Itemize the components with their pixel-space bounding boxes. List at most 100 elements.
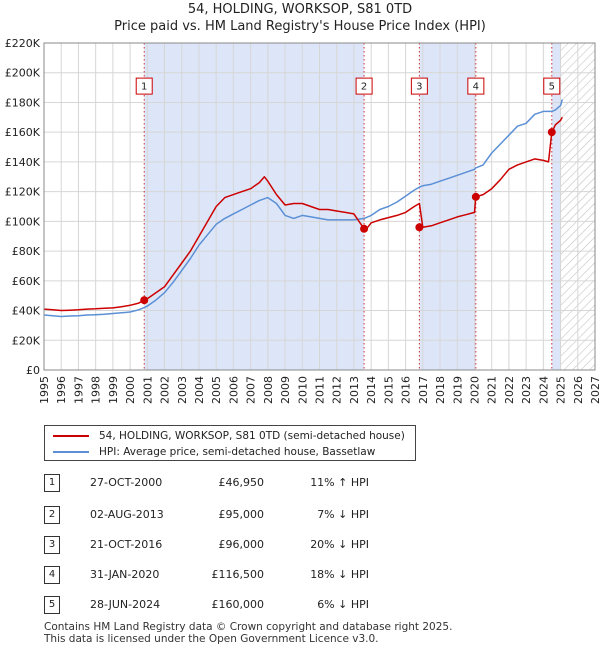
x-tick-label: 2025: [555, 376, 568, 404]
sale-number: 3: [44, 536, 60, 554]
x-tick-label: 2004: [193, 376, 206, 404]
sale-hpi-diff: 18% ↓ HPI: [310, 568, 369, 581]
x-tick-label: 2014: [365, 376, 378, 404]
footer-attribution: Contains HM Land Registry data © Crown c…: [44, 621, 452, 645]
sale-row: 1 27-OCT-2000 £46,950 11% ↑ HPI: [44, 474, 564, 494]
x-tick-label: 2011: [314, 376, 327, 404]
price-chart: 1 2 3 4 5 £0 £20K £40K £60K £80K £100K £120K £140K £1…: [5, 37, 600, 404]
x-tick-label: 2027: [589, 376, 600, 404]
y-tick-label: £60K: [12, 275, 41, 288]
chart-subtitle: Price paid vs. HM Land Registry's House …: [114, 19, 486, 34]
legend-swatch-blue: [53, 451, 89, 453]
sale-hpi-diff: 11% ↑ HPI: [310, 476, 369, 489]
x-tick-label: 1998: [90, 376, 103, 404]
sale-label-box: [410, 77, 428, 95]
x-tick-label: 2005: [210, 376, 223, 404]
y-tick-label: £100K: [5, 215, 41, 228]
x-tick-label: 2000: [124, 376, 137, 404]
sale-date: 02-AUG-2013: [90, 508, 164, 521]
legend-label-property: 54, HOLDING, WORKSOP, S81 0TD (semi-deta…: [99, 430, 405, 442]
legend-item-property: 54, HOLDING, WORKSOP, S81 0TD (semi-deta…: [53, 430, 405, 442]
sale-row: 3 21-OCT-2016 £96,000 20% ↓ HPI: [44, 536, 564, 556]
price-series-line: [44, 116, 563, 312]
x-tick-label: 2015: [382, 376, 395, 404]
sale-number: 1: [44, 474, 60, 492]
ownership-shade: [551, 43, 561, 370]
y-tick-label: £160K: [5, 126, 41, 139]
sale-point: [360, 224, 369, 233]
x-tick-label: 2016: [400, 376, 413, 404]
sale-label-box: [467, 77, 485, 95]
footer-line-2: This data is licensed under the Open Gov…: [44, 633, 379, 645]
sale-price: £96,000: [218, 538, 265, 551]
sale-label-number: 1: [141, 82, 147, 93]
sale-label-number: 5: [549, 82, 555, 93]
sale-hpi-diff: 7% ↓ HPI: [317, 508, 369, 521]
x-tick-label: 2020: [468, 376, 481, 404]
footer-line-1: Contains HM Land Registry data © Crown c…: [44, 621, 453, 633]
hpi-series-line: [44, 99, 564, 318]
sale-label-number: 2: [361, 82, 367, 93]
x-tick-label: 2008: [262, 376, 275, 404]
sale-label-box: [543, 77, 561, 95]
sale-date: 28-JUN-2024: [90, 598, 161, 611]
x-tick-label: 2001: [141, 376, 154, 404]
y-tick-label: £140K: [5, 156, 41, 169]
x-tick-label: 2018: [434, 376, 447, 404]
y-tick-label: £40K: [12, 305, 41, 318]
legend-swatch-red: [53, 435, 89, 437]
x-tick-label: 2006: [227, 376, 240, 404]
ownership-shade: [419, 43, 476, 370]
sale-hpi-diff: 20% ↓ HPI: [310, 538, 369, 551]
x-tick-label: 2019: [451, 376, 464, 404]
x-tick-label: 2007: [245, 376, 258, 404]
sale-price: £116,500: [211, 568, 265, 581]
x-tick-label: 2013: [348, 376, 361, 404]
chart-title: 54, HOLDING, WORKSOP, S81 0TD: [187, 2, 413, 17]
x-tick-label: 2022: [503, 376, 516, 404]
chart-legend: 54, HOLDING, WORKSOP, S81 0TD (semi-deta…: [44, 425, 416, 461]
sale-row: 2 02-AUG-2013 £95,000 7% ↓ HPI: [44, 506, 564, 526]
sale-number: 5: [44, 596, 60, 614]
x-tick-label: 2009: [279, 376, 292, 404]
x-tick-label: 2017: [417, 376, 430, 404]
y-tick-label: £220K: [5, 37, 41, 50]
sale-number: 4: [44, 566, 60, 584]
sale-date: 31-JAN-2020: [90, 568, 160, 581]
sale-number: 2: [44, 506, 60, 524]
legend-label-hpi: HPI: Average price, semi-detached house,…: [99, 446, 376, 458]
sale-point: [471, 192, 480, 201]
sale-price: £95,000: [218, 508, 265, 521]
x-tick-label: 2002: [159, 376, 172, 404]
x-tick-label: 1996: [55, 376, 68, 404]
sale-row: 4 31-JAN-2020 £116,500 18% ↓ HPI: [44, 566, 564, 586]
sale-point: [140, 296, 149, 305]
x-tick-label: 2012: [331, 376, 344, 404]
x-tick-label: 1997: [72, 376, 85, 404]
x-tick-label: 2026: [572, 376, 585, 404]
x-tick-label: 2021: [486, 376, 499, 404]
sale-date: 21-OCT-2016: [90, 538, 163, 551]
sale-point: [415, 223, 424, 232]
plot-frame: [43, 42, 596, 371]
y-tick-label: £180K: [5, 96, 41, 109]
x-tick-label: 1999: [107, 376, 120, 404]
sale-label-number: 3: [416, 82, 422, 93]
y-tick-label: £20K: [12, 334, 41, 347]
y-tick-label: £120K: [5, 186, 41, 199]
sale-label-box: [355, 77, 373, 95]
x-tick-label: 2024: [537, 376, 550, 404]
y-tick-label: £80K: [12, 245, 41, 258]
sale-price: £160,000: [211, 598, 265, 611]
sale-point: [547, 128, 556, 137]
sale-price: £46,950: [218, 476, 265, 489]
ownership-shade: [144, 43, 365, 370]
sale-label-number: 4: [473, 82, 479, 93]
x-tick-label: 2023: [520, 376, 533, 404]
x-tick-label: 1995: [38, 376, 51, 404]
y-tick-label: £0: [26, 364, 40, 377]
sale-hpi-diff: 6% ↓ HPI: [317, 598, 369, 611]
legend-item-hpi: HPI: Average price, semi-detached house,…: [53, 446, 375, 458]
sale-label-box: [135, 77, 153, 95]
y-tick-label: £200K: [5, 67, 41, 80]
